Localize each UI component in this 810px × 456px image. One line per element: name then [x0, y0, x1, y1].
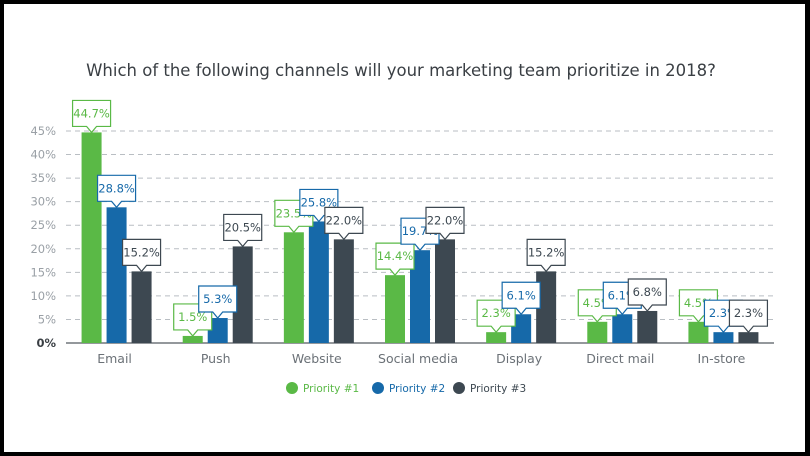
y-tick-label: 20%	[30, 242, 56, 256]
data-label: 14.4%	[375, 242, 415, 277]
data-label-box	[324, 206, 364, 241]
bar	[688, 321, 709, 343]
y-tick-label: 30%	[30, 195, 56, 209]
bar	[713, 332, 734, 343]
bar	[308, 221, 329, 343]
data-label-text: 22.0%	[427, 213, 464, 227]
legend-item: Priority #3	[453, 382, 526, 395]
y-tick-label: 0%	[36, 336, 56, 350]
data-label-text: 44.7%	[73, 106, 110, 120]
data-label-box	[71, 99, 112, 134]
x-tick-label: Direct mail	[586, 351, 654, 366]
x-tick-label: Social media	[378, 351, 458, 366]
bar	[283, 232, 304, 343]
bar	[182, 335, 203, 343]
x-tick-label: Email	[97, 351, 132, 366]
legend-label: Priority #3	[470, 383, 526, 395]
bar	[385, 275, 405, 343]
bar	[536, 271, 557, 343]
data-label-box	[96, 174, 137, 209]
y-tick-label: 15%	[30, 265, 56, 279]
x-tick-label: Website	[292, 351, 342, 366]
legend-label: Priority #1	[303, 383, 359, 395]
bar	[486, 332, 507, 343]
data-label: 2.3%	[728, 299, 769, 334]
x-tick-label: In-store	[698, 351, 746, 366]
bar	[207, 318, 228, 343]
data-label: 6.1%	[501, 281, 541, 316]
bar	[410, 250, 430, 343]
y-tick-label: 25%	[30, 218, 56, 232]
data-label-box	[501, 281, 541, 316]
data-label-box	[198, 285, 238, 319]
data-label: 20.5%	[223, 213, 263, 248]
data-label-box	[425, 206, 465, 241]
y-tick-label: 5%	[38, 312, 56, 326]
bar	[738, 332, 759, 343]
legend-item: Priority #1	[286, 382, 359, 395]
data-label: 5.3%	[198, 285, 238, 319]
data-label-text: 22.0%	[326, 213, 363, 227]
x-tick-label: Push	[201, 351, 231, 366]
bar	[612, 314, 633, 343]
data-label: 22.0%	[425, 206, 465, 241]
bar	[333, 239, 354, 343]
data-label-box	[526, 238, 566, 273]
y-tick-label: 40%	[30, 148, 56, 162]
bar-chart: Which of the following channels will you…	[30, 61, 774, 395]
bars	[81, 132, 759, 343]
legend-label: Priority #2	[389, 383, 445, 395]
data-label: 28.8%	[96, 174, 137, 209]
data-label-box	[375, 242, 415, 277]
legend-swatch	[286, 382, 298, 394]
data-label-box	[728, 299, 769, 334]
data-label: 22.0%	[324, 206, 364, 241]
data-labels: 44.7%28.8%15.2%1.5%5.3%20.5%23.5%25.8%22…	[71, 99, 769, 337]
chart-frame: Which of the following channels will you…	[4, 4, 805, 452]
x-axis: Email Push Website Social media Display Direc…	[97, 351, 745, 366]
y-tick-label: 45%	[30, 124, 56, 138]
bar	[435, 239, 455, 343]
data-label: 15.2%	[526, 238, 566, 273]
data-label-text: 20.5%	[224, 220, 261, 234]
data-label-text: 15.2%	[123, 245, 160, 259]
bar	[637, 310, 658, 343]
legend: Priority #1 Priority #2 Priority #3	[286, 382, 526, 395]
bar	[81, 132, 102, 343]
legend-swatch	[453, 382, 465, 394]
chart-title: Which of the following channels will you…	[86, 61, 716, 80]
data-label: 44.7%	[71, 99, 112, 134]
data-label: 6.8%	[627, 278, 667, 312]
data-label-text: 14.4%	[377, 249, 414, 263]
data-label: 15.2%	[121, 238, 162, 273]
bar	[106, 207, 127, 343]
data-label-text: 2.3%	[734, 306, 763, 320]
data-label-text: 2.3%	[482, 306, 511, 320]
data-label-box	[223, 213, 263, 248]
legend-swatch	[372, 382, 384, 394]
data-label-text: 6.8%	[633, 285, 662, 299]
data-label-text: 25.8%	[301, 195, 338, 209]
x-tick-label: Display	[496, 351, 543, 366]
bar	[587, 321, 608, 343]
data-label-text: 15.2%	[528, 245, 565, 259]
bar	[511, 314, 532, 343]
y-tick-label: 35%	[30, 171, 56, 185]
data-label-text: 6.1%	[507, 288, 536, 302]
data-label-box	[627, 278, 667, 312]
bar	[131, 271, 152, 343]
data-label-text: 1.5%	[178, 310, 207, 324]
legend-item: Priority #2	[372, 382, 445, 395]
bar	[232, 246, 253, 343]
data-label-text: 28.8%	[98, 181, 135, 195]
y-tick-label: 10%	[30, 289, 56, 303]
data-label-box	[121, 238, 162, 273]
data-label-text: 5.3%	[203, 292, 232, 306]
